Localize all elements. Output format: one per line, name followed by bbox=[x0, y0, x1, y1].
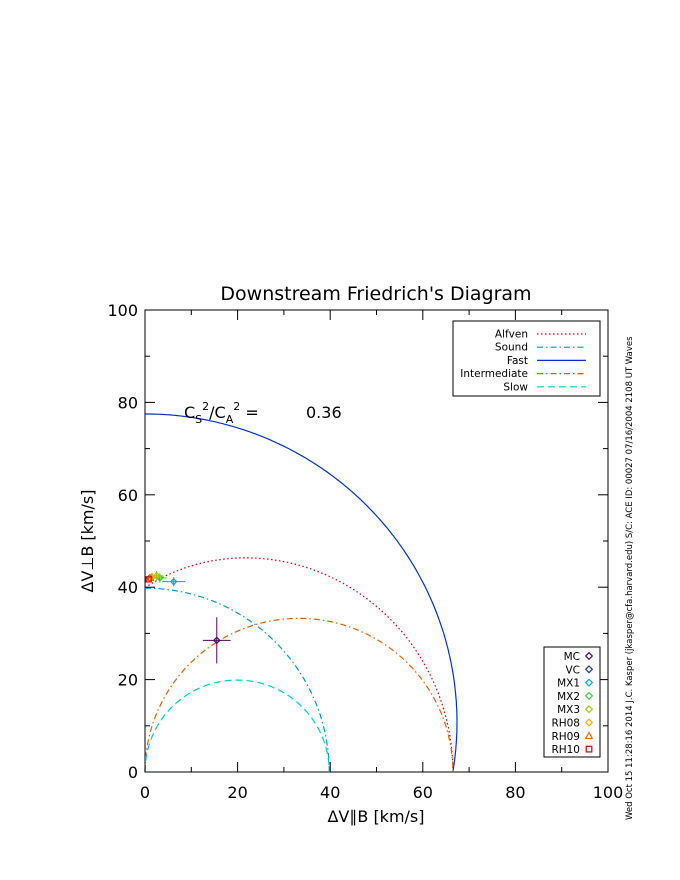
x-tick-label: 60 bbox=[413, 783, 433, 802]
legend-label-slow: Slow bbox=[503, 381, 528, 393]
legend-label-mx3: MX3 bbox=[557, 704, 580, 716]
chart-title: Downstream Friedrich's Diagram bbox=[220, 283, 531, 305]
y-tick-label: 20 bbox=[118, 671, 138, 690]
legend-label-mc: MC bbox=[564, 651, 580, 663]
point-mx1 bbox=[169, 577, 178, 586]
y-axis-label: ΔV⊥B [km/s] bbox=[78, 490, 97, 593]
x-tick-label: 100 bbox=[593, 783, 624, 802]
legend-label-vc: VC bbox=[565, 664, 580, 676]
legend-marker-mx2 bbox=[584, 691, 594, 701]
y-tick-label: 0 bbox=[128, 763, 138, 782]
legend-label-intermediate: Intermediate bbox=[460, 368, 528, 380]
provenance-text: Wed Oct 15 11:28:16 2014 J.C. Kasper (jk… bbox=[625, 336, 635, 820]
sound-curve bbox=[145, 587, 330, 772]
legend-label-alfven: Alfven bbox=[495, 329, 528, 341]
legend-label-mx1: MX1 bbox=[557, 678, 580, 690]
intermediate-curve bbox=[144, 617, 454, 772]
fast-curve bbox=[144, 413, 458, 773]
slow-curve bbox=[144, 679, 330, 772]
alfven-curve bbox=[144, 557, 454, 772]
solution-points bbox=[145, 571, 231, 664]
legend-marker-rh09 bbox=[584, 731, 594, 740]
cs-ca-ratio-value: 0.36 bbox=[306, 403, 342, 422]
x-tick-label: 40 bbox=[320, 783, 340, 802]
y-tick-label: 100 bbox=[107, 301, 138, 320]
y-tick-label: 60 bbox=[118, 486, 138, 505]
cs-ca-ratio-label: CS2/CA2 = bbox=[184, 400, 259, 426]
legend-marker-rh10 bbox=[585, 745, 593, 753]
legend-marker-mx1 bbox=[584, 678, 594, 687]
legend-label-fast: Fast bbox=[507, 355, 528, 367]
curves-layer bbox=[144, 413, 458, 773]
point-rh09 bbox=[146, 573, 155, 581]
point-rh10 bbox=[145, 576, 152, 583]
point-mc bbox=[212, 636, 221, 645]
point-mx3 bbox=[152, 571, 161, 580]
cs-ca-ratio-annotation: CS2/CA2 = 0.36 bbox=[184, 400, 342, 426]
legend-label-rh08: RH08 bbox=[551, 718, 580, 730]
x-tick-label: 80 bbox=[505, 783, 525, 802]
legend-label-rh09: RH09 bbox=[551, 731, 580, 743]
legend-marker-vc bbox=[584, 665, 594, 674]
y-tick-label: 40 bbox=[118, 578, 138, 597]
x-axis-label: ΔV∥B [km/s] bbox=[327, 807, 424, 826]
legend-label-sound: Sound bbox=[495, 342, 528, 354]
legend-marker-rh08 bbox=[584, 718, 594, 727]
legend-label-rh10: RH10 bbox=[551, 744, 580, 756]
legend-label-mx2: MX2 bbox=[557, 691, 580, 703]
axis-ticks: 0 20 40 60 80 100 0 20 40 60 80 100 bbox=[107, 301, 623, 802]
x-tick-label: 0 bbox=[140, 783, 150, 802]
x-tick-label: 20 bbox=[227, 783, 247, 802]
legend-marker-mx3 bbox=[584, 705, 594, 714]
legend-marker-mc bbox=[584, 651, 594, 661]
curves-legend-box bbox=[452, 320, 601, 397]
y-tick-label: 80 bbox=[118, 393, 138, 412]
